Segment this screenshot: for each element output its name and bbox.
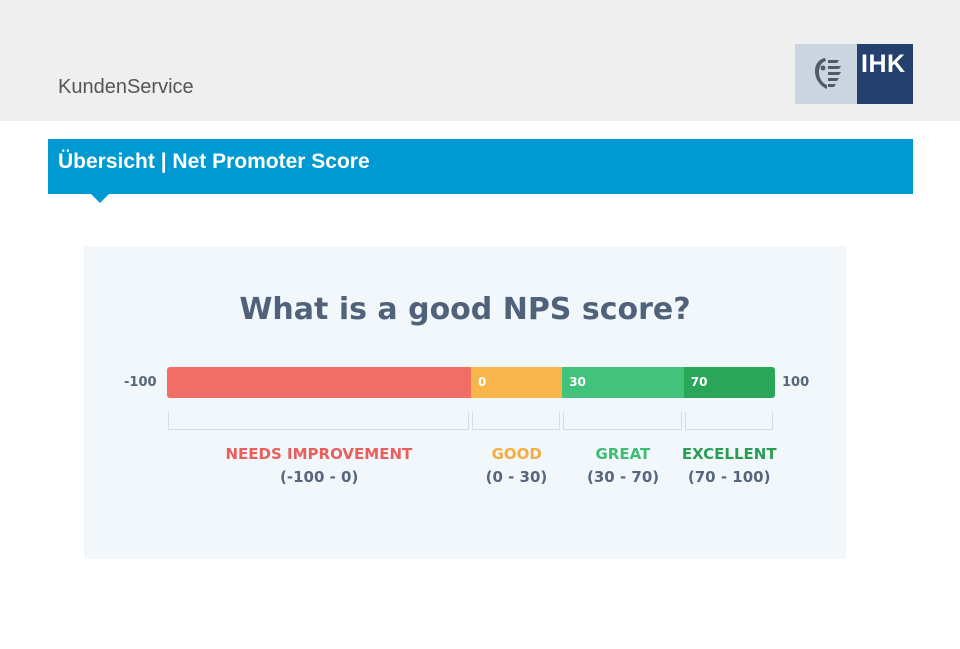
scale-min-label: -100 [124, 375, 157, 390]
bar-segment: 30 [562, 367, 684, 398]
figure-title: What is a good NPS score? [239, 292, 691, 327]
nps-figure: What is a good NPS score? -100 100 0 30 70… [84, 246, 846, 559]
category-name: EXCELLENT [681, 445, 777, 463]
bar-segment: 0 [471, 367, 563, 398]
segment-bracket [563, 412, 682, 430]
segment-start-label: 0 [478, 375, 487, 389]
nps-scale-bar: 0 30 70 [167, 367, 775, 398]
category-range: (0 - 30) [485, 468, 548, 486]
section-header-bar: Übersicht | Net Promoter Score [48, 139, 913, 194]
category-name: GOOD [491, 445, 542, 463]
category-name: NEEDS IMPROVEMENT [225, 445, 413, 463]
scale-max-label: 100 [782, 375, 810, 390]
logo-text: IHK [861, 50, 906, 78]
category-range: (-100 - 0) [280, 468, 359, 486]
segment-bracket [684, 412, 773, 430]
category-range: (70 - 100) [687, 468, 771, 486]
app-title: KundenService [58, 76, 194, 98]
segment-start-label: 70 [690, 375, 708, 389]
bar-segment [167, 367, 471, 398]
segment-start-label: 30 [569, 375, 586, 389]
section-pointer [91, 194, 109, 203]
segment-bracket [168, 412, 469, 430]
section-title: Übersicht | Net Promoter Score [58, 150, 370, 173]
segment-bracket [472, 412, 561, 430]
bar-segment: 70 [683, 367, 775, 398]
eagle-emblem-icon [795, 44, 857, 104]
ihk-logo: IHK [795, 44, 913, 104]
category-range: (30 - 70) [587, 468, 660, 486]
category-name: GREAT [595, 445, 651, 463]
